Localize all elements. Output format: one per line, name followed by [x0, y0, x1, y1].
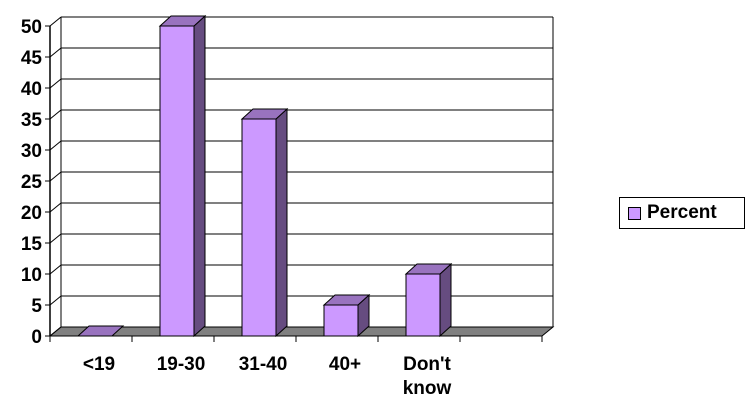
gridline-side	[49, 171, 62, 182]
y-tick-label: 35	[21, 110, 43, 131]
chart-floor	[48, 326, 555, 337]
y-tick-label: 40	[21, 79, 42, 100]
bar-top	[158, 15, 207, 27]
x-tick-label: 19-30	[157, 354, 206, 375]
chart-axes	[45, 25, 543, 342]
chart-gridlines	[49, 16, 554, 337]
bar-top	[404, 263, 453, 275]
x-tick-labels: <19 19-30 31-40 40+ Don't know	[83, 354, 452, 399]
bar-top	[240, 108, 289, 120]
y-tick-label: 10	[21, 265, 42, 286]
chart-floor-plane	[48, 326, 555, 337]
y-tick-label: 20	[21, 203, 42, 224]
legend-label-percent: Percent	[647, 202, 717, 223]
x-tick-label: Don't	[403, 354, 451, 375]
bar-front	[159, 25, 195, 337]
bar-side	[275, 107, 288, 338]
x-tick-label: <19	[83, 354, 115, 375]
bar-front	[241, 118, 277, 337]
gridline-side	[49, 109, 62, 120]
y-tick-label: 25	[21, 172, 43, 193]
bar-4	[322, 293, 371, 338]
bar-top	[322, 294, 371, 306]
bar-front	[323, 304, 359, 337]
x-tick-label: 40+	[329, 354, 361, 375]
y-tick-label: 30	[21, 141, 42, 162]
y-tick-label: 50	[21, 17, 42, 38]
legend-swatch-percent	[628, 206, 641, 220]
y-tick-label: 0	[31, 327, 42, 348]
bar-top	[76, 325, 125, 337]
gridline-side	[49, 140, 62, 151]
gridline-side	[49, 295, 62, 306]
chart-bars	[76, 14, 453, 338]
gridline-side	[49, 326, 62, 337]
bar-1	[76, 325, 125, 337]
bar-side	[439, 262, 452, 338]
gridline-side	[49, 264, 62, 275]
bar-5	[404, 262, 453, 338]
chart-legend: Percent	[619, 197, 745, 229]
gridline-side	[49, 16, 62, 27]
bar-front	[405, 273, 441, 337]
y-tick-label: 45	[21, 48, 43, 69]
y-tick-label: 15	[21, 234, 43, 255]
y-tick-label: 5	[31, 296, 42, 317]
gridline-side	[49, 47, 62, 58]
gridline-side	[49, 202, 62, 213]
x-tick-label: 31-40	[239, 354, 288, 375]
x-tick-label: know	[403, 378, 452, 399]
bar-3	[240, 107, 289, 338]
y-tick-labels: 0 5 10 15 20 25 30 35 40 45 50	[21, 17, 43, 348]
gridline-side	[49, 233, 62, 244]
bar-2	[158, 14, 207, 338]
gridline-side	[49, 78, 62, 89]
bar-side	[193, 14, 206, 338]
